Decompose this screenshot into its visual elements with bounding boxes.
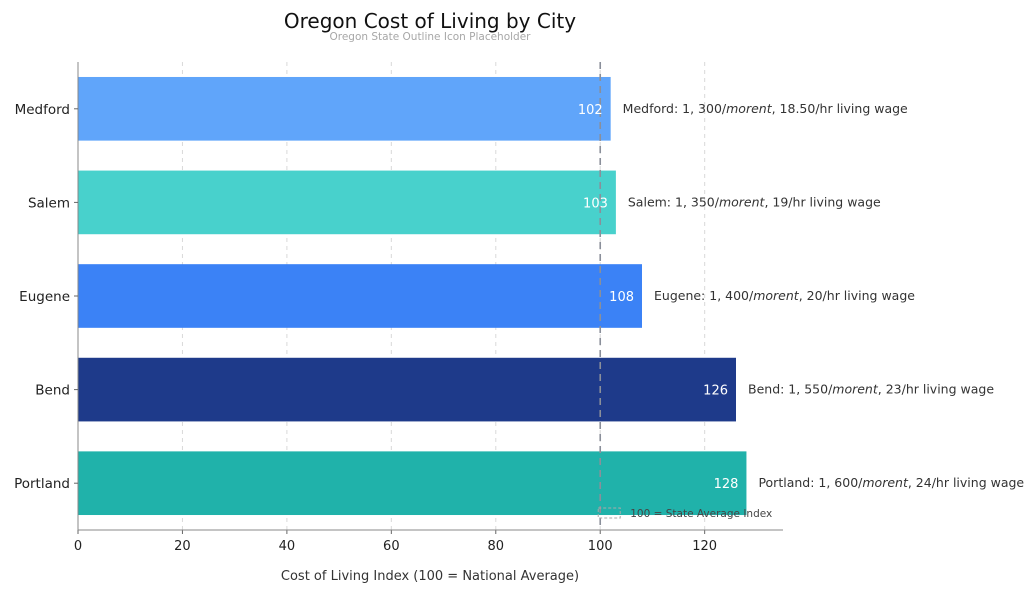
axes-layer: 0 20 40 60 80 100 120 Medford Salem Eugene Bend Por… — [14, 62, 783, 554]
x-tick-label-20: 20 — [174, 539, 191, 554]
y-tick-label-portland: Portland — [14, 476, 70, 492]
annotation-bend: Bend: 1, 550/morent, 23/hr living wage — [748, 382, 994, 397]
bar-value-label-eugene: 108 — [609, 290, 634, 305]
bar-salem[interactable] — [78, 170, 616, 235]
x-tick-label-120: 120 — [692, 539, 717, 554]
bar-value-label-portland: 128 — [714, 477, 739, 492]
bars-layer — [78, 76, 747, 516]
chart-title: Oregon Cost of Living by City — [284, 9, 576, 33]
x-tick-label-0: 0 — [74, 539, 82, 554]
bar-value-label-salem: 103 — [583, 196, 608, 211]
annotation-salem: Salem: 1, 350/morent, 19/hr living wage — [628, 194, 881, 209]
annotation-eugene: Eugene: 1, 400/morent, 20/hr living wage — [654, 288, 915, 303]
bar-value-label-medford: 102 — [578, 103, 603, 118]
legend-swatch — [597, 507, 621, 519]
bar-value-label-bend: 126 — [703, 384, 728, 399]
labels-layer: 102 Medford: 1, 300/morent, 18.50/hr livi… — [578, 101, 1024, 520]
annotation-portland: Portland: 1, 600/morent, 24/hr living wa… — [758, 475, 1024, 490]
x-tick-label-60: 60 — [383, 539, 400, 554]
bar-portland[interactable] — [78, 451, 747, 516]
bar-eugene[interactable] — [78, 264, 642, 328]
y-tick-label-eugene: Eugene — [19, 289, 70, 305]
x-axis-label: Cost of Living Index (100 = National Ave… — [281, 569, 579, 584]
y-tick-label-salem: Salem — [28, 195, 70, 211]
y-tick-label-medford: Medford — [15, 102, 70, 118]
bar-medford[interactable] — [78, 76, 611, 141]
chart-subtitle: Oregon State Outline Icon Placeholder — [330, 31, 532, 43]
y-tick-label-bend: Bend — [35, 383, 70, 399]
x-tick-label-100: 100 — [588, 539, 613, 554]
annotation-medford: Medford: 1, 300/morent, 18.50/hr living … — [623, 101, 908, 116]
legend-label: 100 = State Average Index — [630, 508, 772, 520]
x-tick-label-80: 80 — [488, 539, 505, 554]
x-tick-label-40: 40 — [279, 539, 296, 554]
bar-bend[interactable] — [78, 357, 736, 422]
